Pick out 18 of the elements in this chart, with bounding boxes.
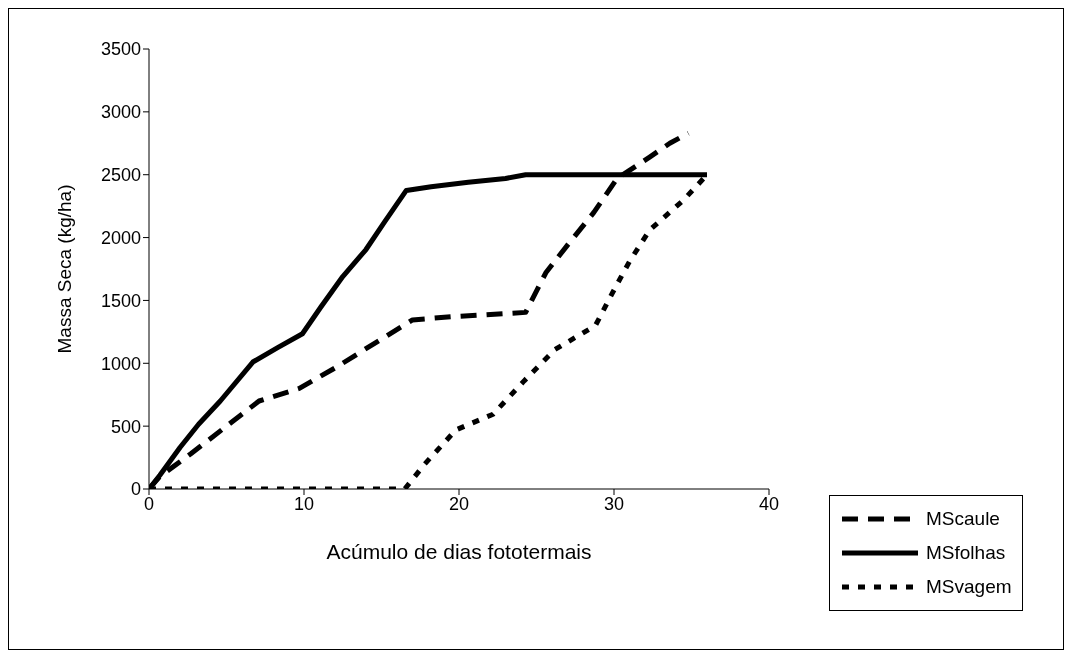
legend-label: MSfolhas — [926, 542, 1006, 564]
x-axis-title: Acúmulo de dias fototermais — [326, 540, 592, 563]
x-tick-label: 20 — [448, 493, 470, 514]
x-tick-label: 0 — [143, 493, 155, 514]
y-tick-label: 2000 — [100, 227, 141, 248]
y-tick-label: 0 — [130, 479, 141, 500]
y-tick-label: 3500 — [100, 39, 141, 60]
y-tick-label: 500 — [110, 416, 141, 437]
y-tick-label: 1000 — [100, 353, 141, 374]
y-tick-label: 1500 — [100, 290, 141, 311]
legend-label: MSvagem — [926, 576, 1012, 598]
x-tick-label: 10 — [293, 493, 315, 514]
y-tick-label: 2500 — [100, 165, 141, 186]
x-tick-label: 30 — [603, 493, 625, 514]
y-axis-title: Massa Seca (kg/ha) — [53, 184, 75, 354]
y-tick-label: 3000 — [100, 102, 141, 123]
x-tick-label: 40 — [758, 493, 780, 514]
legend-label: MScaule — [926, 508, 1000, 530]
